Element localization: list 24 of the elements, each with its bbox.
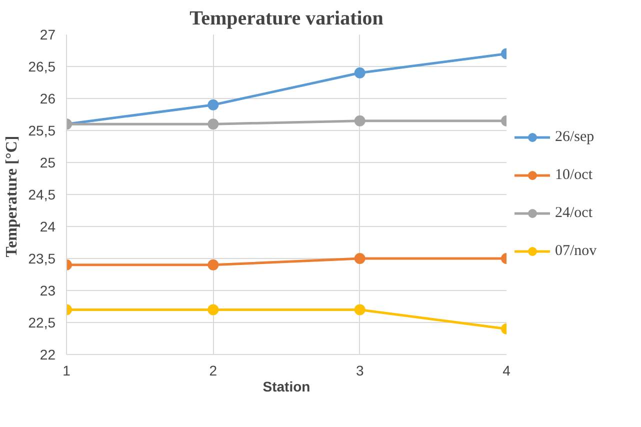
x-tick-label: 2 (209, 362, 218, 378)
y-tick-label: 24 (40, 218, 56, 234)
point (354, 115, 366, 126)
legend-label: 24/oct (555, 204, 592, 222)
x-tick-label: 3 (356, 362, 364, 378)
y-tick-label: 25 (40, 154, 56, 170)
x-tick-label: 4 (502, 362, 511, 378)
y-tick-label: 22 (40, 346, 56, 362)
point (208, 118, 219, 130)
y-tick-label: 23,5 (28, 250, 56, 266)
y-axis-title: Temperature [°C] (3, 136, 20, 258)
y-tick-label: 22,5 (28, 314, 56, 330)
y-tick-label: 23 (40, 282, 56, 298)
y-tick-label: 27 (40, 26, 56, 42)
y-tick-label: 25,5 (28, 122, 56, 138)
legend-label: 07/nov (555, 242, 597, 260)
y-tick-label: 26,5 (28, 58, 56, 74)
chart-title: Temperature variation (190, 8, 384, 30)
x-tick-label: 1 (62, 362, 71, 378)
legend-label: 10/oct (555, 166, 592, 184)
y-tick-label: 24,5 (28, 186, 56, 202)
y-tick-label: 26 (40, 90, 56, 106)
legend-label: 26/sep (555, 128, 594, 146)
x-axis-title: Station (262, 378, 310, 394)
